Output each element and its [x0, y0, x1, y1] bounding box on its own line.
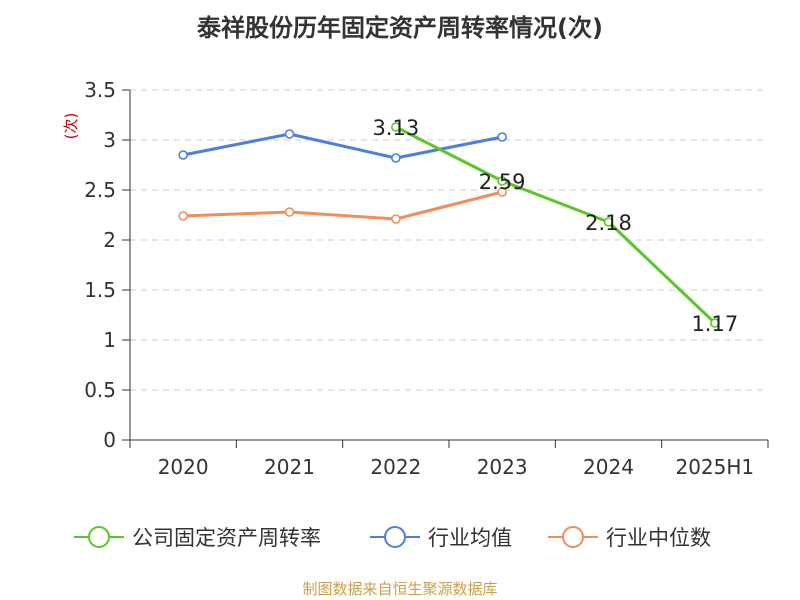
y-tick-label: 3.5 [84, 78, 116, 102]
y-axis-label: (次) [62, 113, 80, 140]
legend-marker [88, 526, 110, 548]
legend-label: 行业中位数 [606, 526, 711, 550]
legend-label: 行业均值 [428, 526, 512, 550]
data-point [178, 211, 188, 221]
x-tick-label: 2024 [583, 455, 634, 479]
series-line [183, 190, 503, 221]
data-label: 2.18 [585, 211, 632, 235]
data-point [391, 153, 401, 163]
data-labels: 3.13 2.59 2.18 1.17 [372, 116, 738, 336]
x-tick-label: 2025H1 [675, 455, 754, 479]
x-tick-label: 2022 [370, 455, 421, 479]
data-point [391, 214, 401, 224]
data-label: 3.13 [372, 116, 419, 140]
chart-title: 泰祥股份历年固定资产周转率情况(次) [197, 14, 603, 42]
y-tick-label: 2.5 [84, 178, 116, 202]
y-tick-label: 0 [103, 428, 116, 452]
x-tick-label: 2020 [158, 455, 209, 479]
y-tick-label: 0.5 [84, 378, 116, 402]
x-tick-label: 2023 [477, 455, 528, 479]
data-point [284, 129, 295, 139]
y-tick-label: 2 [103, 228, 116, 252]
data-point [284, 207, 295, 217]
legend-marker [562, 526, 584, 548]
legend: 公司固定资产周转率 行业均值 行业中位数 [74, 526, 711, 550]
source-note: 制图数据来自恒生聚源数据库 [302, 580, 498, 598]
y-tick-labels: 0 0.5 1 1.5 2 2.5 3 3.5 [84, 78, 116, 452]
x-tick-label: 2021 [264, 455, 315, 479]
data-point [497, 176, 507, 186]
grid-lines [130, 89, 768, 391]
data-point [603, 217, 614, 227]
y-tick-label: 1 [103, 328, 116, 352]
axes [122, 89, 769, 448]
data-label: 1.17 [691, 312, 738, 336]
series-lines [178, 122, 720, 328]
data-point [497, 132, 507, 142]
data-point [710, 318, 720, 328]
legend-marker [384, 526, 406, 548]
data-label: 2.59 [479, 170, 526, 194]
x-tick-labels: 2020 2021 2022 2023 2024 2025H1 [158, 455, 754, 479]
data-point [497, 187, 507, 197]
y-tick-label: 3 [103, 128, 116, 152]
data-point [391, 122, 401, 132]
series-line [182, 132, 503, 160]
y-tick-label: 1.5 [84, 278, 116, 302]
series-line [395, 125, 716, 325]
legend-label: 公司固定资产周转率 [132, 526, 321, 550]
data-point [178, 150, 188, 160]
